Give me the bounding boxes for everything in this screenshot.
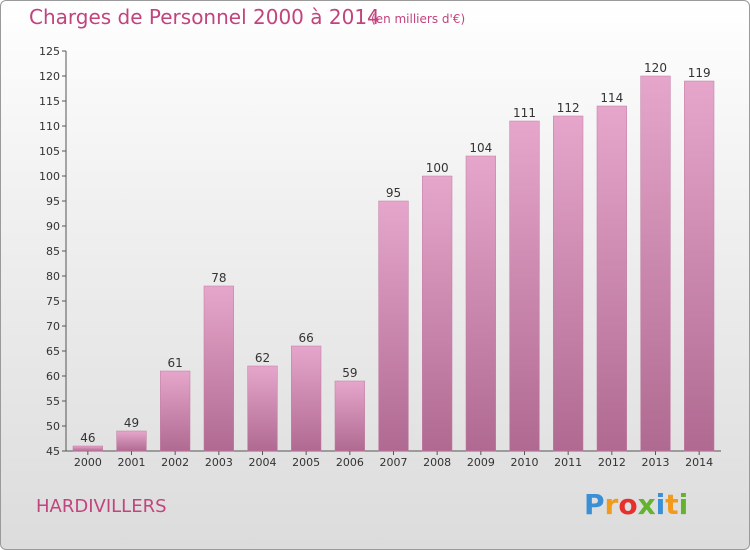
data-label: 112 (557, 101, 580, 115)
data-label: 111 (513, 106, 536, 120)
logo-letter: r (604, 488, 619, 521)
y-tick-label: 65 (46, 345, 60, 358)
x-tick-label: 2003 (205, 456, 233, 469)
bar (291, 345, 322, 452)
bar (72, 445, 103, 452)
logo-letter: o (618, 488, 638, 521)
bar (596, 105, 627, 452)
y-tick-label: 105 (39, 145, 60, 158)
bar (640, 75, 671, 452)
x-tick-label: 2009 (467, 456, 495, 469)
x-tick-label: 2000 (74, 456, 102, 469)
x-tick-label: 2008 (423, 456, 451, 469)
data-label: 119 (688, 66, 711, 80)
x-tick-label: 2013 (642, 456, 670, 469)
x-tick-label: 2012 (598, 456, 626, 469)
x-tick-label: 2006 (336, 456, 364, 469)
bar (378, 200, 409, 452)
bar (422, 175, 453, 452)
bar (684, 80, 715, 452)
bar (116, 430, 147, 452)
data-label: 100 (426, 161, 449, 175)
y-tick-label: 85 (46, 245, 60, 258)
y-tick-label: 70 (46, 320, 60, 333)
y-tick-label: 60 (46, 370, 60, 383)
x-tick-label: 2010 (511, 456, 539, 469)
y-tick-label: 100 (39, 170, 60, 183)
data-label: 46 (80, 431, 95, 445)
data-label: 114 (600, 91, 623, 105)
y-tick-label: 120 (39, 70, 60, 83)
data-label: 49 (124, 416, 139, 430)
bar (553, 115, 584, 452)
y-tick-label: 80 (46, 270, 60, 283)
y-tick-label: 125 (39, 45, 60, 58)
x-tick-label: 2001 (118, 456, 146, 469)
data-label: 62 (255, 351, 270, 365)
y-tick-label: 90 (46, 220, 60, 233)
logo-letter: t (665, 488, 679, 521)
data-label: 61 (168, 356, 183, 370)
town-name: HARDIVILLERS (36, 496, 167, 517)
chart-title: Charges de Personnel 2000 à 2014 (29, 5, 380, 29)
y-tick-label: 110 (39, 120, 60, 133)
y-tick-label: 50 (46, 420, 60, 433)
bar (247, 365, 278, 452)
logo-letter: i (678, 488, 689, 521)
data-label: 104 (469, 141, 492, 155)
x-tick-label: 2004 (249, 456, 277, 469)
chart-subtitle: (en milliers d'€) (371, 12, 466, 26)
x-tick-label: 2005 (292, 456, 320, 469)
data-label: 95 (386, 186, 401, 200)
x-tick-label: 2002 (161, 456, 189, 469)
x-tick-label: 2011 (554, 456, 582, 469)
bar (203, 285, 234, 452)
bar (465, 155, 496, 452)
logo-letter: x (637, 488, 656, 521)
x-tick-label: 2007 (380, 456, 408, 469)
y-tick-label: 55 (46, 395, 60, 408)
x-tick-label: 2014 (685, 456, 713, 469)
y-tick-label: 95 (46, 195, 60, 208)
data-label: 66 (299, 331, 314, 345)
data-label: 120 (644, 61, 667, 75)
y-tick-label: 45 (46, 445, 60, 458)
bar (160, 370, 191, 452)
y-tick-label: 75 (46, 295, 60, 308)
bar (509, 120, 540, 452)
proxiti-logo: Proxiti (584, 488, 688, 521)
logo-letter: P (584, 488, 605, 521)
logo-letter: i (655, 488, 666, 521)
data-label: 78 (211, 271, 226, 285)
bar (334, 380, 365, 452)
data-label: 59 (342, 366, 357, 380)
y-tick-label: 115 (39, 95, 60, 108)
